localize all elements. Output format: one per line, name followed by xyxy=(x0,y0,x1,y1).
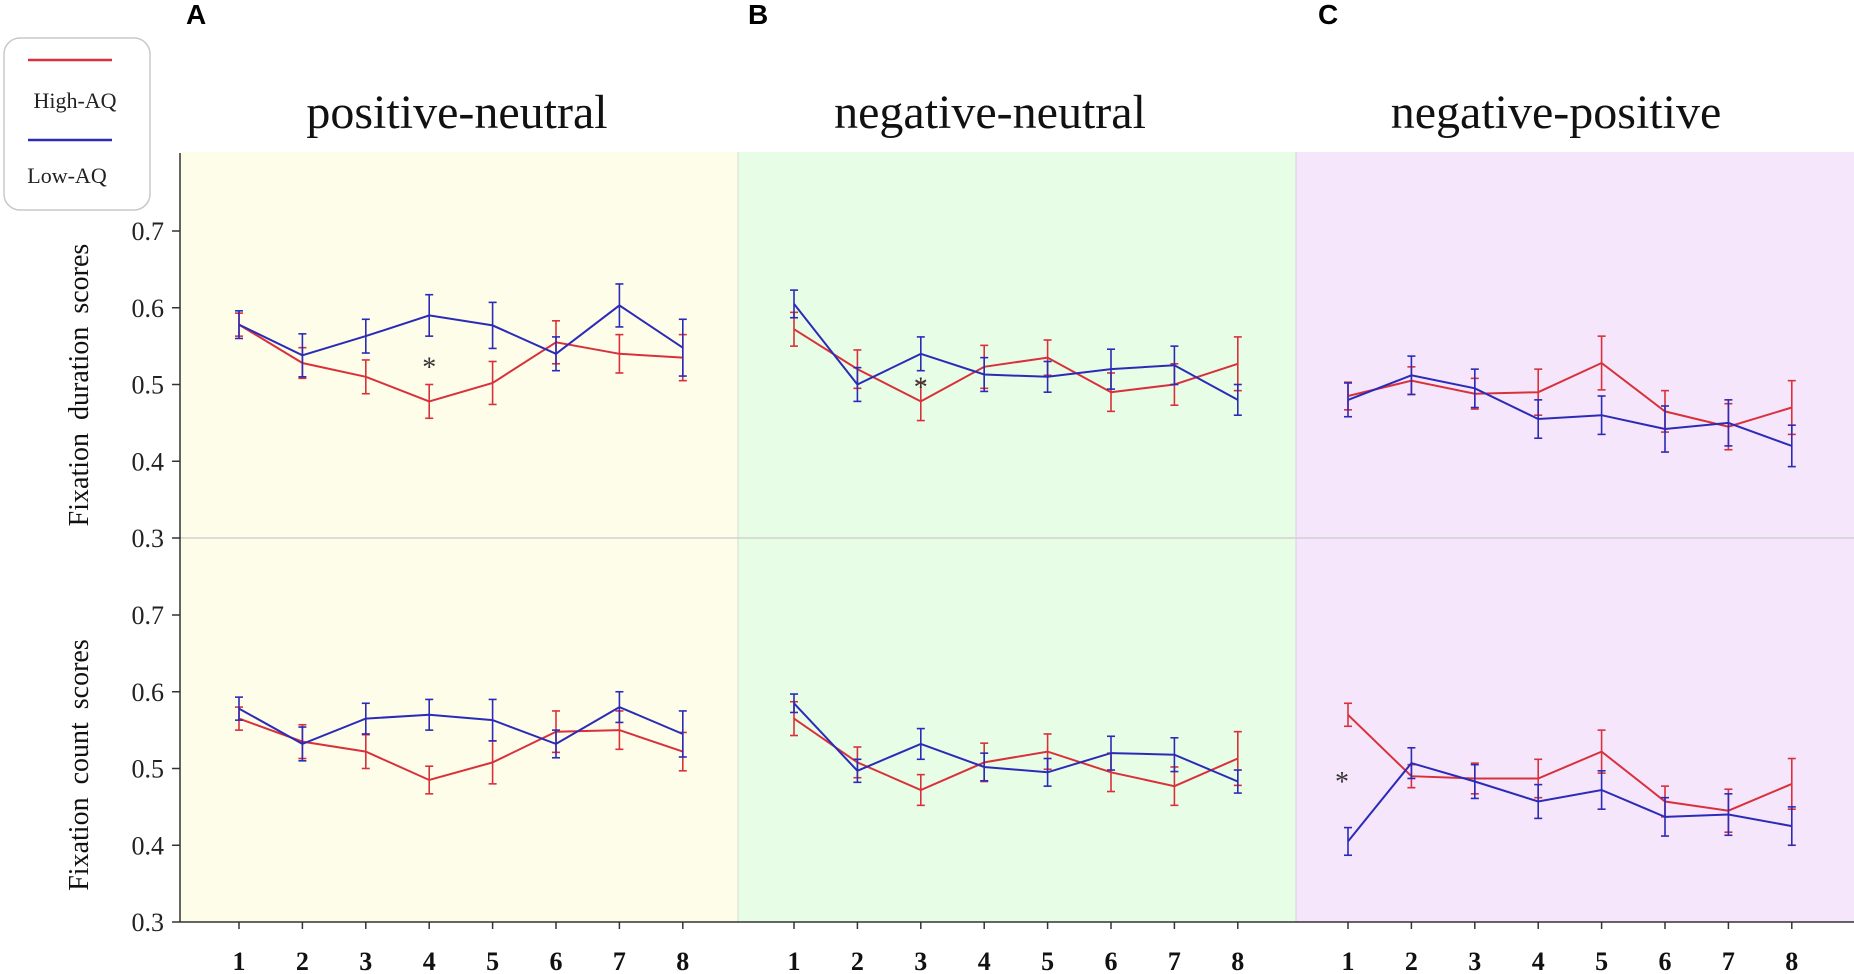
y-tick-label: 0.3 xyxy=(132,524,165,553)
plot-c-count: * xyxy=(1335,702,1796,857)
ylabel-fixation-duration: Fixation duration scores xyxy=(64,244,95,527)
series-line-low-aq xyxy=(238,705,684,746)
x-tick-label: 3 xyxy=(1468,947,1481,974)
x-tick-label: 5 xyxy=(1041,947,1054,974)
x-tick-label: 1 xyxy=(1342,947,1355,974)
series-line-high-aq xyxy=(238,323,683,403)
legend-label-low-aq: Low-AQ xyxy=(27,163,107,188)
significance-asterisk: * xyxy=(914,372,928,403)
x-tick-label: 6 xyxy=(550,947,563,974)
y-tick-label: 0.4 xyxy=(132,831,165,860)
x-tick-label: 5 xyxy=(486,947,499,974)
panel-a-background xyxy=(180,152,738,922)
x-tick-label: 2 xyxy=(851,947,864,974)
plot-c-duration xyxy=(1344,335,1796,468)
y-tick-label: 0.5 xyxy=(132,755,165,784)
panel-letter-c: C xyxy=(1318,0,1338,30)
x-tick-label: 6 xyxy=(1105,947,1118,974)
x-tick-label: 7 xyxy=(613,947,626,974)
ylabel-fixation-count: Fixation count scores xyxy=(64,639,95,891)
x-tick-label: 4 xyxy=(978,947,991,974)
x-tick-label: 1 xyxy=(233,947,246,974)
plot-b-count xyxy=(790,693,1242,807)
series-line-low-aq xyxy=(793,702,1239,783)
y-tick-label: 0.4 xyxy=(132,447,165,476)
y-tick-label: 0.5 xyxy=(132,371,165,400)
x-tick-label: 1 xyxy=(788,947,801,974)
x-tick-label: 8 xyxy=(676,947,689,974)
x-tick-label: 7 xyxy=(1722,947,1735,974)
x-tick-label: 5 xyxy=(1595,947,1608,974)
x-tick-label: 4 xyxy=(423,947,436,974)
panel-letter-b: B xyxy=(748,0,768,30)
axes: 0.3 0.4 0.5 0.6 0.7 0.3 0.4 0.5 0.6 0.7 1 2 3 4 5 6 7 8 1 2… xyxy=(132,153,1854,974)
series-line-high-aq xyxy=(238,717,684,782)
legend-box xyxy=(3,37,151,211)
series-line-low-aq xyxy=(793,303,1239,401)
series-line-high-aq xyxy=(1347,714,1793,812)
x-tick-label: 2 xyxy=(296,947,309,974)
plot-b-duration: * xyxy=(790,289,1242,422)
series-line-low-aq xyxy=(1347,761,1792,843)
x-tick-label: 6 xyxy=(1659,947,1672,974)
y-tick-label: 0.3 xyxy=(132,908,165,937)
series-line-high-aq xyxy=(793,328,1239,403)
panel-c-background xyxy=(1296,152,1854,922)
plots: * * * xyxy=(235,283,1796,857)
panel-letter-a: A xyxy=(186,0,206,30)
series-line-low-aq xyxy=(238,304,684,357)
plot-a-duration: * xyxy=(235,283,687,420)
y-tick-label: 0.6 xyxy=(132,294,165,323)
panel-title-c: negative-positive xyxy=(1391,86,1722,139)
plot-a-count xyxy=(235,690,687,795)
y-tick-label: 0.7 xyxy=(132,601,165,630)
x-tick-label: 2 xyxy=(1405,947,1418,974)
panel-title-b: negative-neutral xyxy=(834,86,1146,139)
x-tick-label: 8 xyxy=(1785,947,1798,974)
x-tick-label: 4 xyxy=(1532,947,1545,974)
legend-label-high-aq: High-AQ xyxy=(33,88,116,113)
significance-asterisk: * xyxy=(1335,767,1349,798)
significance-asterisk: * xyxy=(422,352,436,383)
panel-b-background xyxy=(738,152,1296,922)
x-tick-label: 7 xyxy=(1168,947,1181,974)
y-tick-label: 0.6 xyxy=(132,678,165,707)
panel-title-a: positive-neutral xyxy=(306,86,607,139)
x-tick-label: 3 xyxy=(914,947,927,974)
y-tick-label: 0.7 xyxy=(132,217,165,246)
x-tick-label: 3 xyxy=(359,947,372,974)
series-line-low-aq xyxy=(1347,374,1793,447)
x-tick-label: 8 xyxy=(1231,947,1244,974)
